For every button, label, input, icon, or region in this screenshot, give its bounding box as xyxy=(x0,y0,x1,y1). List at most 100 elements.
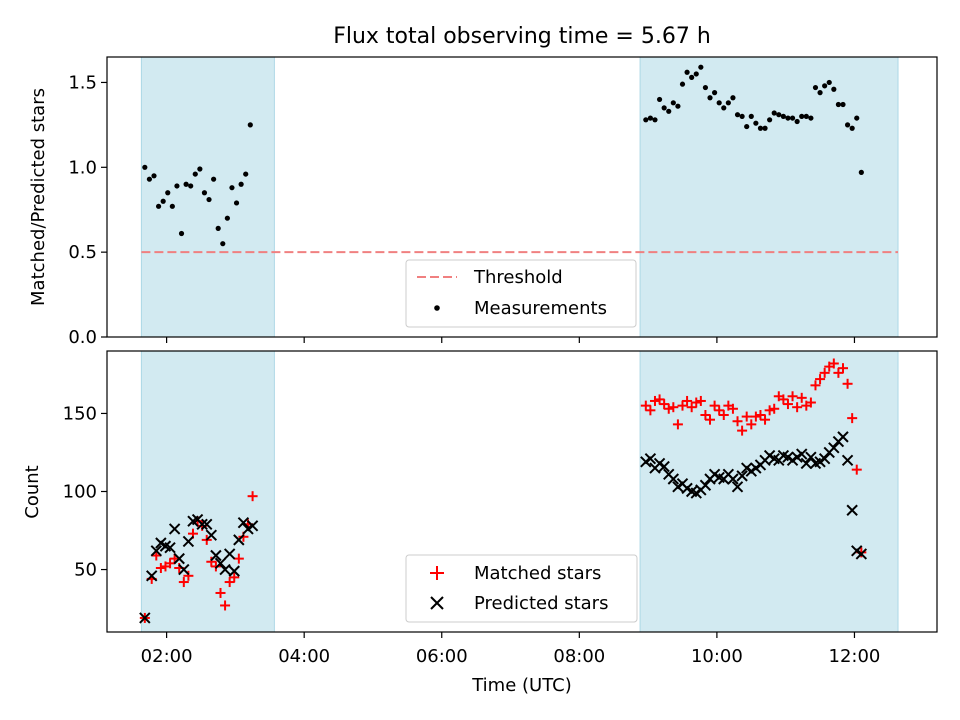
measurement-point xyxy=(155,203,162,209)
legend-matched-label: Matched stars xyxy=(474,563,601,584)
predicted-star-point xyxy=(731,481,744,493)
matched-star-point xyxy=(668,402,679,413)
top-y-axis-label: Matched/Predicted stars xyxy=(28,88,49,306)
measurement-point xyxy=(780,113,786,119)
matched-star-point xyxy=(764,405,775,416)
matched-star-point xyxy=(700,410,711,421)
matched-star-point xyxy=(815,374,826,385)
measurement-point xyxy=(858,169,864,175)
matched-star-point xyxy=(787,391,798,402)
matched-star-point xyxy=(155,562,166,573)
matched-star-point xyxy=(714,405,725,416)
measurement-point xyxy=(730,95,736,101)
matched-star-point xyxy=(215,587,226,598)
measurement-point xyxy=(224,215,230,221)
observing-span xyxy=(639,350,899,633)
matched-star-point xyxy=(819,367,830,378)
predicted-star-point xyxy=(150,545,163,557)
top-legend: Threshold Measurements xyxy=(405,259,637,328)
measurement-point xyxy=(684,69,690,75)
measurement-point xyxy=(794,118,800,125)
predicted-star-point xyxy=(210,549,222,562)
matched-star-point xyxy=(718,410,729,421)
top-legend-box xyxy=(405,259,637,328)
measurement-points xyxy=(142,64,864,247)
measurement-point xyxy=(661,105,667,111)
measurement-point xyxy=(734,112,741,118)
measurement-point xyxy=(789,115,796,121)
matched-star-point xyxy=(649,395,660,406)
predicted-star-point xyxy=(201,518,213,530)
predicted-star-point xyxy=(805,451,817,463)
matched-star-point xyxy=(645,405,656,416)
predicted-star-point xyxy=(667,473,680,485)
bottom-plot-frame xyxy=(106,350,938,633)
measurement-point xyxy=(178,230,185,237)
matched-star-point xyxy=(760,414,771,425)
measurement-point xyxy=(229,185,235,191)
legend-predicted-swatch xyxy=(430,596,444,610)
matched-star-point xyxy=(837,363,848,374)
measurement-point xyxy=(799,113,805,119)
matched-star-point xyxy=(695,395,706,406)
matched-star-point xyxy=(183,570,194,581)
measurement-point xyxy=(197,166,203,172)
predicted-star-point xyxy=(173,552,185,565)
measurement-point xyxy=(169,203,175,209)
matched-star-point xyxy=(842,378,853,389)
measurement-point xyxy=(844,122,851,128)
matched-star-point xyxy=(755,410,766,421)
measurement-point xyxy=(767,117,773,123)
y-tick-label: 1.5 xyxy=(68,72,97,93)
y-tick-label: 0.5 xyxy=(68,242,97,263)
measurement-point xyxy=(785,115,791,121)
matched-star-point xyxy=(769,403,780,414)
measurement-point xyxy=(776,112,782,118)
matched-star-point xyxy=(847,413,858,424)
predicted-star-point xyxy=(219,563,231,576)
y-tick-label: 1.0 xyxy=(68,157,97,178)
measurement-point xyxy=(679,81,686,87)
measurement-point xyxy=(188,183,194,189)
top-y-ticks: 0.0 0.5 1.0 1.5 xyxy=(68,72,107,348)
matched-star-point xyxy=(640,400,651,411)
matched-star-point xyxy=(796,392,807,403)
predicted-star-point xyxy=(164,541,176,554)
x-tick-label: 04:00 xyxy=(278,646,330,667)
matched-star-point xyxy=(233,553,244,564)
measurement-point xyxy=(220,241,226,247)
bottom-legend: Matched stars Predicted stars xyxy=(405,554,638,623)
x-tick-label: 08:00 xyxy=(553,646,605,667)
legend-threshold-label: Threshold xyxy=(473,267,563,288)
predicted-star-point xyxy=(658,460,670,473)
measurement-point xyxy=(849,125,855,131)
predicted-star-point xyxy=(168,523,181,535)
bottom-x-ticks: 02:00 04:00 06:00 08:00 10:00 12:00 xyxy=(141,632,880,667)
measurement-point xyxy=(233,200,240,206)
measurement-point xyxy=(174,183,180,189)
top-observing-spans xyxy=(140,56,899,338)
predicted-star-point xyxy=(182,535,195,548)
measurement-point xyxy=(656,96,663,103)
predicted-star-point xyxy=(846,504,858,516)
measurement-point xyxy=(725,100,731,106)
predicted-star-point xyxy=(233,534,245,546)
x-tick-label: 02:00 xyxy=(141,646,193,667)
matched-star-point xyxy=(792,402,803,413)
measurement-point xyxy=(835,101,842,108)
predicted-star-point xyxy=(699,479,712,491)
predicted-star-point xyxy=(178,563,190,576)
matched-star-point xyxy=(732,416,743,427)
measurement-point xyxy=(716,100,722,106)
observing-span xyxy=(140,56,275,338)
matched-star-point xyxy=(851,464,862,475)
matched-star-point xyxy=(741,411,752,422)
measurement-point xyxy=(142,164,148,170)
matched-star-point xyxy=(672,419,683,430)
predicted-star-point xyxy=(837,431,849,443)
measurement-point xyxy=(744,123,750,130)
measurement-point xyxy=(721,105,727,111)
y-tick-label: 150 xyxy=(63,403,97,424)
measurement-point xyxy=(206,196,212,203)
matched-star-point xyxy=(210,561,221,572)
